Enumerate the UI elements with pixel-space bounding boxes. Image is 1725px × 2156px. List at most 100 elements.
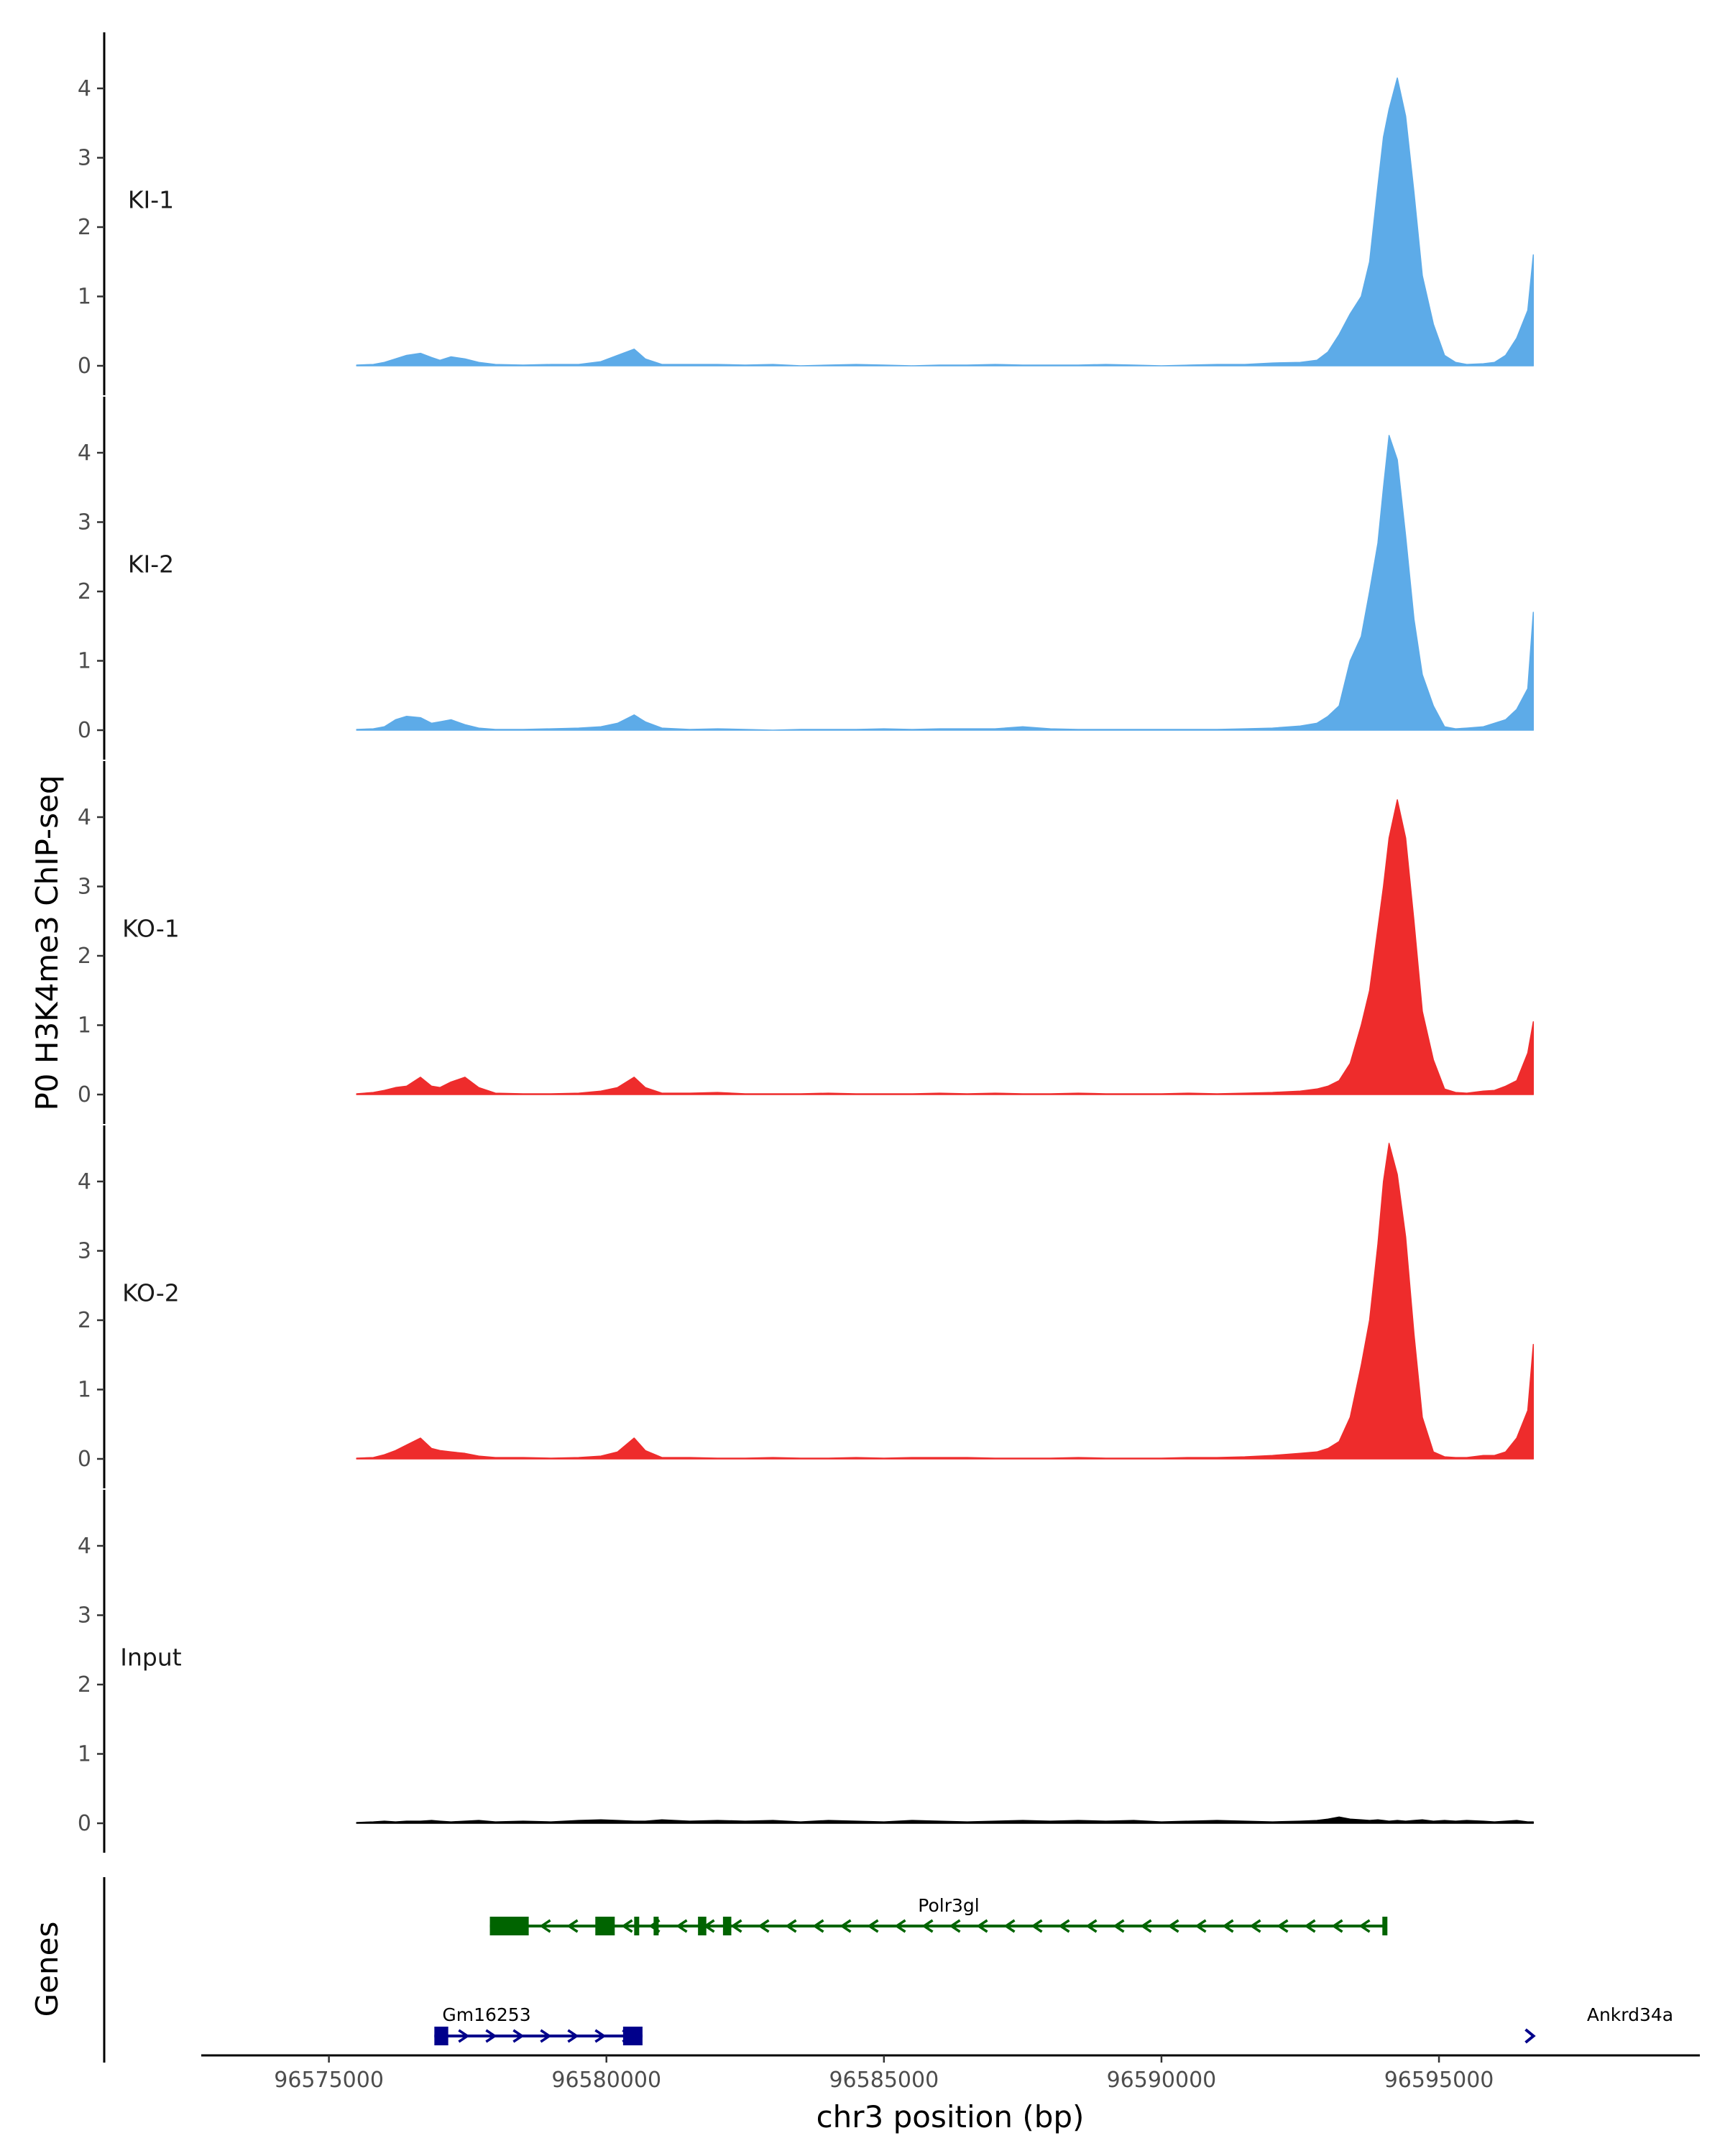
gene-name-label: Gm16253 (442, 2004, 530, 2025)
y-tick-label: 4 (78, 1534, 91, 1559)
strand-chevron (1222, 1919, 1234, 1933)
y-axis-title-text: P0 H3K4me3 ChIP-seq (29, 775, 65, 1110)
y-tick-label: 2 (78, 579, 91, 604)
strand-chevron (594, 2029, 607, 2043)
strand-chevron (1276, 1919, 1289, 1933)
gene-exon (595, 1917, 615, 1935)
x-tick-label: 96590000 (1107, 2068, 1217, 2093)
signal-tracks: 0 1 2 3 4 KI-1 0 1 2 3 4 KI-2 0 1 2 3 4 KO-1 0 1 2 3 4 KO-2 0 1 2 3… (78, 32, 1535, 1853)
track-label: KI-1 (128, 186, 174, 214)
strand-chevron (840, 1919, 852, 1933)
y-tick-label: 4 (78, 1169, 91, 1194)
gene-exon (634, 1917, 640, 1935)
y-tick-label: 3 (78, 1603, 91, 1628)
y-tick-label: 4 (78, 76, 91, 101)
strand-chevron (676, 1919, 688, 1933)
strand-chevron (976, 1919, 988, 1933)
track-ki-1: 0 1 2 3 4 KI-1 (78, 32, 1535, 395)
track-input: 0 1 2 3 4 Input (78, 1490, 1535, 1853)
y-tick-label: 0 (78, 1811, 91, 1836)
gene-exon (489, 1917, 529, 1935)
y-tick-label: 2 (78, 944, 91, 969)
genes-axis-title: Genes (29, 1922, 65, 2017)
strand-chevron (1249, 1919, 1261, 1933)
strand-chevron (512, 2029, 525, 2043)
gene-exon (1382, 1917, 1388, 1935)
strand-chevron (1195, 1919, 1207, 1933)
y-tick-label: 1 (78, 1378, 91, 1403)
x-tick-label: 96580000 (551, 2068, 661, 2093)
y-tick-label: 0 (78, 354, 91, 379)
strand-chevron (458, 2029, 470, 2043)
y-tick-label: 4 (78, 441, 91, 466)
strand-chevron (1358, 1919, 1371, 1933)
x-axis: chr3 position (bp) 96575000 96580000 96585… (201, 2054, 1700, 2134)
strand-chevron (566, 1919, 579, 1933)
strand-chevron (730, 1919, 742, 1933)
track-ko-1: 0 1 2 3 4 KO-1 (78, 761, 1535, 1124)
gene-name-label: Ankrd34a (1587, 2004, 1673, 2025)
genes-panel: Genes Polr3gl Gm16253 Ankrd34a (29, 1877, 1673, 2063)
gene-exon (653, 1917, 659, 1935)
track-label: KO-2 (122, 1279, 180, 1307)
x-tick-label: 96585000 (829, 2068, 939, 2093)
track-ki-2: 0 1 2 3 4 KI-2 (78, 397, 1535, 760)
y-tick-label: 2 (78, 1672, 91, 1697)
strand-chevron (540, 2029, 552, 2043)
strand-chevron (1304, 1919, 1316, 1933)
y-tick-label: 2 (78, 215, 91, 240)
signal-area-ko-1 (356, 799, 1535, 1095)
x-axis-title: chr3 position (bp) (816, 2099, 1085, 2134)
x-tick-label: 96575000 (274, 2068, 384, 2093)
y-tick-label: 1 (78, 1742, 91, 1767)
strand-chevron (867, 1919, 879, 1933)
gene-ankrd34a: Ankrd34a (1524, 2004, 1673, 2044)
y-tick-label: 4 (78, 805, 91, 830)
strand-chevron (921, 1919, 934, 1933)
strand-chevron (621, 1919, 633, 1933)
strand-chevron (1331, 1919, 1343, 1933)
signal-area-ko-2 (356, 1143, 1535, 1460)
track-label: KO-1 (122, 915, 180, 943)
strand-chevron (812, 1919, 824, 1933)
strand-chevron (1003, 1919, 1016, 1933)
x-tick-label: 96595000 (1384, 2068, 1494, 2093)
gene-gm16253: Gm16253 (434, 2004, 643, 2045)
signal-area-input (356, 1816, 1535, 1824)
strand-chevron (1085, 1919, 1098, 1933)
gene-exon (622, 2027, 643, 2045)
strand-chevron (1031, 1919, 1043, 1933)
signal-area-ki-2 (356, 435, 1535, 731)
strand-chevron (1113, 1919, 1125, 1933)
gene-exon (434, 2027, 448, 2045)
strand-chevron (1167, 1919, 1179, 1933)
y-tick-label: 3 (78, 1239, 91, 1264)
strand-chevron (949, 1919, 961, 1933)
gene-polr3gl: Polr3gl (489, 1895, 1388, 1935)
strand-chevron (785, 1919, 797, 1933)
strand-chevron (1524, 2028, 1536, 2044)
y-tick-label: 3 (78, 146, 91, 171)
track-label: KI-2 (128, 550, 174, 579)
y-tick-label: 1 (78, 285, 91, 310)
gene-exon (722, 1917, 732, 1935)
strand-chevron (894, 1919, 906, 1933)
track-label: Input (120, 1644, 182, 1672)
y-tick-label: 0 (78, 1447, 91, 1472)
strand-chevron (539, 1919, 551, 1933)
strand-chevron (485, 2029, 497, 2043)
gene-name-label: Polr3gl (918, 1895, 979, 1916)
y-tick-label: 1 (78, 1013, 91, 1038)
y-tick-label: 2 (78, 1308, 91, 1333)
track-ko-2: 0 1 2 3 4 KO-2 (78, 1125, 1535, 1488)
y-axis-title: P0 H3K4me3 ChIP-seq (29, 775, 65, 1110)
strand-chevron (758, 1919, 770, 1933)
gene-exon (698, 1917, 707, 1935)
y-tick-label: 3 (78, 510, 91, 535)
y-tick-label: 1 (78, 649, 91, 674)
y-tick-label: 0 (78, 718, 91, 743)
signal-area-ki-1 (356, 77, 1535, 367)
strand-chevron (567, 2029, 579, 2043)
y-tick-label: 0 (78, 1082, 91, 1107)
strand-chevron (1058, 1919, 1070, 1933)
